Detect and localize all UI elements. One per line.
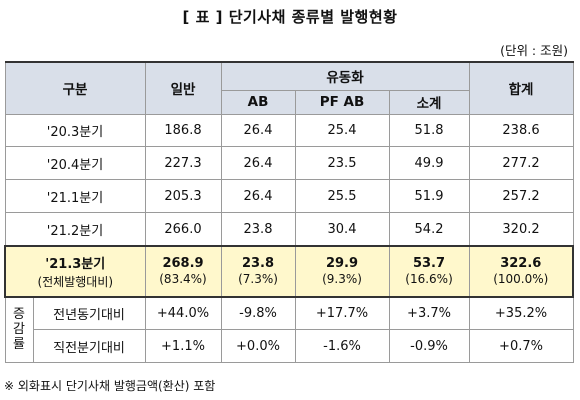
unit-label: (단위 : 조원) bbox=[500, 43, 568, 58]
table-row: '21.2분기 266.0 23.8 30.4 54.2 320.2 bbox=[4, 212, 574, 247]
cell-ab: 26.4 bbox=[220, 113, 296, 148]
cell-pfab: +17.7% bbox=[294, 296, 390, 330]
header-general: 일반 bbox=[144, 61, 222, 115]
highlight-ab-value: 23.8 bbox=[241, 256, 275, 272]
highlight-label-text: '21.3분기 bbox=[45, 256, 106, 272]
cell-general: 186.8 bbox=[144, 113, 222, 148]
cell-general: 227.3 bbox=[144, 146, 222, 181]
cell-subtotal: 51.8 bbox=[388, 113, 470, 148]
cell-subtotal: 49.9 bbox=[388, 146, 470, 181]
header-category: 구분 bbox=[4, 61, 146, 115]
change-group-char: 감 bbox=[13, 322, 25, 338]
cell-ab: +0.0% bbox=[220, 329, 296, 363]
cell-total: 238.6 bbox=[468, 113, 574, 148]
cell-subtotal: 54.2 bbox=[388, 212, 470, 247]
highlight-general-pct: (83.4%) bbox=[159, 272, 207, 287]
highlight-general: 268.9 (83.4%) bbox=[144, 244, 222, 298]
header-total: 합계 bbox=[468, 61, 574, 115]
change-group-label: 증 감 률 bbox=[4, 296, 34, 363]
row-label: 직전분기대비 bbox=[32, 329, 146, 363]
highlight-label: '21.3분기 (전체발행대비) bbox=[4, 244, 146, 298]
highlight-pfab-value: 29.9 bbox=[325, 256, 359, 272]
change-group-char: 률 bbox=[13, 337, 25, 353]
cell-subtotal: 51.9 bbox=[388, 179, 470, 214]
header-ab: AB bbox=[220, 89, 296, 115]
row-label: '21.2분기 bbox=[4, 212, 146, 247]
cell-total: 320.2 bbox=[468, 212, 574, 247]
header-securitization: 유동화 bbox=[220, 61, 470, 91]
change-row-yoy: 증 감 률 전년동기대비 +44.0% -9.8% +17.7% +3.7% +… bbox=[4, 296, 574, 363]
highlight-ab: 23.8 (7.3%) bbox=[220, 244, 296, 298]
change-group-char: 증 bbox=[13, 307, 25, 323]
row-label: 전년동기대비 bbox=[32, 296, 146, 330]
cell-ab: 26.4 bbox=[220, 179, 296, 214]
highlight-pfab-pct: (9.3%) bbox=[322, 272, 362, 287]
highlight-subtotal-value: 53.7 bbox=[412, 256, 446, 272]
row-label: '21.1분기 bbox=[4, 179, 146, 214]
cell-pfab: 30.4 bbox=[294, 212, 390, 247]
cell-subtotal: +3.7% bbox=[388, 296, 470, 330]
cell-pfab: -1.6% bbox=[294, 329, 390, 363]
highlight-pfab: 29.9 (9.3%) bbox=[294, 244, 390, 298]
cell-ab: 26.4 bbox=[220, 146, 296, 181]
cell-general: 205.3 bbox=[144, 179, 222, 214]
highlight-subtotal: 53.7 (16.6%) bbox=[388, 244, 470, 298]
row-label: '20.3분기 bbox=[4, 113, 146, 148]
highlight-total-pct: (100.0%) bbox=[493, 272, 549, 287]
highlight-row: '21.3분기 (전체발행대비) 268.9 (83.4%) 23.8 (7.3… bbox=[4, 244, 575, 298]
cell-ab: -9.8% bbox=[220, 296, 296, 330]
cell-pfab: 23.5 bbox=[294, 146, 390, 181]
table-row: '20.4분기 227.3 26.4 23.5 49.9 277.2 bbox=[4, 146, 574, 181]
change-row-qoq: 직전분기대비 +1.1% +0.0% -1.6% -0.9% +0.7% bbox=[5, 329, 574, 363]
cell-ab: 23.8 bbox=[220, 212, 296, 247]
highlight-total: 322.6 (100.0%) bbox=[468, 244, 575, 298]
header-subtotal: 소계 bbox=[388, 89, 470, 115]
highlight-subtotal-pct: (16.6%) bbox=[405, 272, 453, 287]
cell-total: 277.2 bbox=[468, 146, 574, 181]
table-title: [ 표 ] 단기사채 종류별 발행현황 bbox=[182, 8, 398, 26]
cell-total: +35.2% bbox=[468, 296, 574, 330]
table-row: '20.3분기 186.8 26.4 25.4 51.8 238.6 bbox=[4, 113, 574, 148]
cell-subtotal: -0.9% bbox=[388, 329, 470, 363]
highlight-general-value: 268.9 bbox=[162, 256, 204, 272]
table-row: '21.1분기 205.3 26.4 25.5 51.9 257.2 bbox=[4, 179, 574, 214]
cell-general: 266.0 bbox=[144, 212, 222, 247]
highlight-ab-pct: (7.3%) bbox=[238, 272, 278, 287]
cell-pfab: 25.4 bbox=[294, 113, 390, 148]
cell-total: 257.2 bbox=[468, 179, 574, 214]
cell-general: +44.0% bbox=[144, 296, 222, 330]
issuance-table: 구분 일반 유동화 합계 AB PF AB 소계 '20.3분기 186.8 2… bbox=[4, 61, 575, 363]
highlight-sublabel: (전체발행대비) bbox=[37, 274, 114, 289]
footnote: ※ 외화표시 단기사채 발행금액(환산) 포함 bbox=[4, 379, 216, 393]
highlight-total-value: 322.6 bbox=[500, 256, 542, 272]
header-pfab: PF AB bbox=[294, 89, 390, 115]
cell-general: +1.1% bbox=[144, 329, 222, 363]
cell-pfab: 25.5 bbox=[294, 179, 390, 214]
cell-total: +0.7% bbox=[468, 329, 574, 363]
row-label: '20.4분기 bbox=[4, 146, 146, 181]
